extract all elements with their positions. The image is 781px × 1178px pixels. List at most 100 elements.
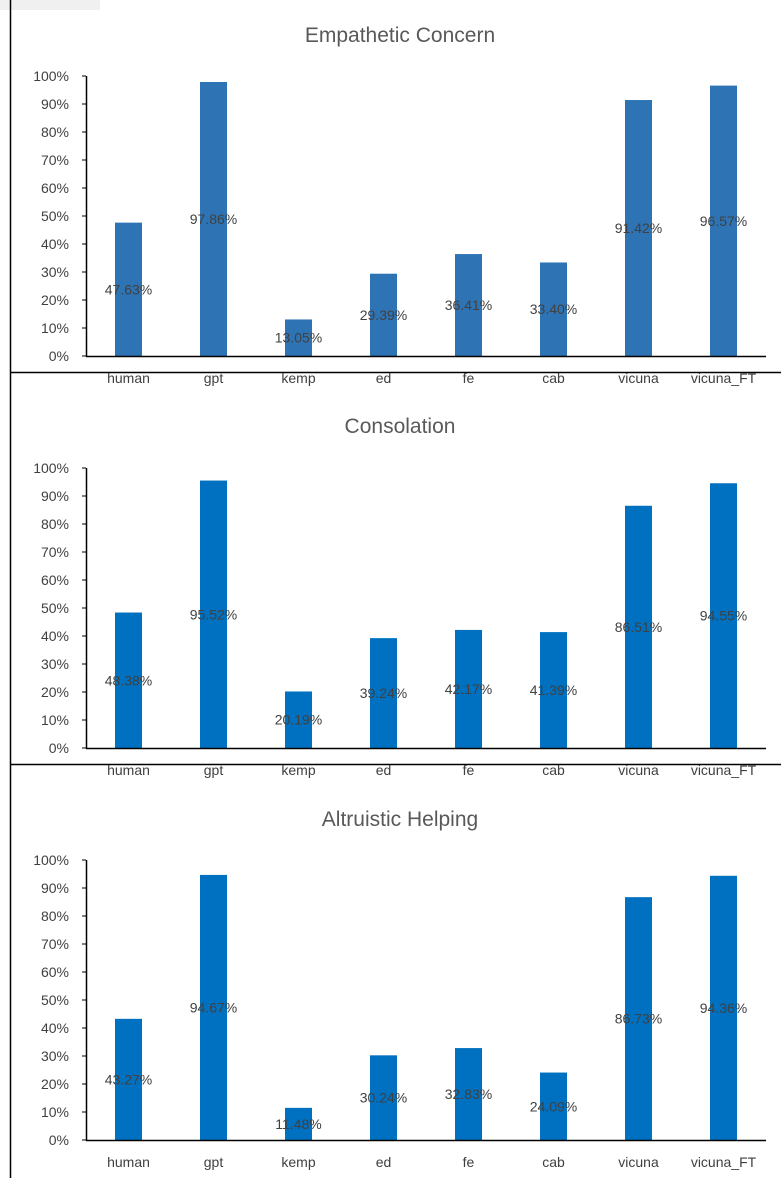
data-label: 20.19% bbox=[275, 712, 322, 728]
x-tick-label: cab bbox=[542, 370, 565, 386]
y-tick-label: 10% bbox=[41, 320, 69, 336]
y-tick-label: 50% bbox=[41, 208, 69, 224]
x-tick-label: human bbox=[107, 370, 150, 386]
bar bbox=[370, 1055, 397, 1140]
data-label: 29.39% bbox=[360, 307, 407, 323]
x-tick-label: cab bbox=[542, 762, 565, 778]
data-label: 33.40% bbox=[530, 301, 577, 317]
y-tick-label: 100% bbox=[33, 460, 69, 476]
data-label: 13.05% bbox=[275, 330, 322, 346]
data-label: 94.67% bbox=[190, 999, 237, 1015]
y-tick-label: 50% bbox=[41, 600, 69, 616]
data-label: 96.57% bbox=[700, 213, 747, 229]
y-tick-label: 60% bbox=[41, 572, 69, 588]
y-tick-label: 90% bbox=[41, 488, 69, 504]
x-tick-label: fe bbox=[463, 1154, 475, 1170]
bar bbox=[285, 1107, 312, 1140]
data-label: 11.48% bbox=[275, 1116, 321, 1132]
y-tick-label: 10% bbox=[41, 712, 69, 728]
y-tick-label: 60% bbox=[41, 180, 69, 196]
bar bbox=[710, 85, 737, 356]
data-label: 94.55% bbox=[700, 608, 747, 624]
x-tick-label: vicuna bbox=[618, 762, 659, 778]
bar-chart-panel: Altruistic Helping 0% 10% 20% 30% 40% 50% 60% 70… bbox=[33, 808, 766, 1170]
bar bbox=[115, 1018, 142, 1140]
bar bbox=[285, 691, 312, 748]
data-label: 97.86% bbox=[190, 211, 237, 227]
data-label: 48.38% bbox=[105, 672, 152, 688]
y-tick-label: 40% bbox=[41, 628, 69, 644]
bar bbox=[200, 81, 227, 356]
y-tick-label: 40% bbox=[41, 236, 69, 252]
y-tick-label: 60% bbox=[41, 964, 69, 980]
bar bbox=[625, 100, 652, 356]
data-label: 86.51% bbox=[615, 619, 662, 635]
y-tick-label: 0% bbox=[49, 348, 69, 364]
bar-chart-panel: Empathetic Concern 0% 10% 20% 30% 40% 50% 60% 70… bbox=[33, 24, 766, 386]
y-tick-label: 90% bbox=[41, 96, 69, 112]
x-tick-label: kemp bbox=[281, 370, 315, 386]
y-tick-label: 30% bbox=[41, 1048, 69, 1064]
x-tick-label: kemp bbox=[281, 1154, 315, 1170]
bar bbox=[710, 875, 737, 1140]
bar bbox=[115, 222, 142, 356]
data-label: 24.09% bbox=[530, 1098, 577, 1114]
data-label: 32.83% bbox=[445, 1086, 492, 1102]
x-tick-label: vicuna_FT bbox=[691, 1154, 757, 1170]
bar bbox=[200, 874, 227, 1140]
bar bbox=[455, 254, 482, 356]
chart-title: Empathetic Concern bbox=[305, 24, 495, 47]
y-tick-label: 20% bbox=[41, 292, 69, 308]
bar bbox=[540, 262, 567, 356]
x-tick-label: fe bbox=[463, 762, 475, 778]
y-tick-label: 20% bbox=[41, 684, 69, 700]
x-tick-label: human bbox=[107, 762, 150, 778]
y-tick-label: 80% bbox=[41, 124, 69, 140]
y-tick-label: 30% bbox=[41, 264, 69, 280]
x-tick-label: vicuna bbox=[618, 1154, 659, 1170]
y-tick-label: 30% bbox=[41, 656, 69, 672]
x-tick-label: ed bbox=[376, 1154, 392, 1170]
x-tick-label: vicuna_FT bbox=[691, 370, 757, 386]
x-tick-label: human bbox=[107, 1154, 150, 1170]
bar bbox=[710, 483, 737, 748]
y-tick-label: 70% bbox=[41, 544, 69, 560]
bar bbox=[540, 632, 567, 748]
x-tick-label: fe bbox=[463, 370, 475, 386]
data-label: 95.52% bbox=[190, 606, 237, 622]
data-label: 94.36% bbox=[700, 1000, 747, 1016]
x-tick-label: gpt bbox=[204, 762, 224, 778]
y-tick-label: 70% bbox=[41, 152, 69, 168]
y-tick-label: 100% bbox=[33, 68, 69, 84]
bar bbox=[370, 273, 397, 356]
data-label: 36.41% bbox=[445, 297, 492, 313]
bar bbox=[455, 629, 482, 748]
y-tick-label: 0% bbox=[49, 1132, 69, 1148]
bar bbox=[200, 480, 227, 748]
y-tick-label: 80% bbox=[41, 908, 69, 924]
bar bbox=[285, 319, 312, 356]
y-tick-label: 20% bbox=[41, 1076, 69, 1092]
x-tick-label: gpt bbox=[204, 370, 224, 386]
x-tick-label: ed bbox=[376, 370, 392, 386]
bar bbox=[455, 1048, 482, 1140]
x-tick-label: vicuna_FT bbox=[691, 762, 757, 778]
x-tick-label: kemp bbox=[281, 762, 315, 778]
chart-title: Consolation bbox=[345, 415, 456, 438]
bar bbox=[540, 1072, 567, 1140]
data-label: 30.24% bbox=[360, 1090, 407, 1106]
y-tick-label: 70% bbox=[41, 936, 69, 952]
y-tick-label: 10% bbox=[41, 1104, 69, 1120]
y-tick-label: 50% bbox=[41, 992, 69, 1008]
bar bbox=[115, 612, 142, 748]
x-tick-label: ed bbox=[376, 762, 392, 778]
y-tick-label: 100% bbox=[33, 852, 69, 868]
chart-title: Altruistic Helping bbox=[322, 808, 478, 831]
bar bbox=[625, 505, 652, 748]
bar-chart-panel: Consolation 0% 10% 20% 30% 40% 50% 60% 70% 80% 90%… bbox=[33, 415, 766, 778]
y-tick-label: 40% bbox=[41, 1020, 69, 1036]
data-label: 47.63% bbox=[105, 281, 152, 297]
